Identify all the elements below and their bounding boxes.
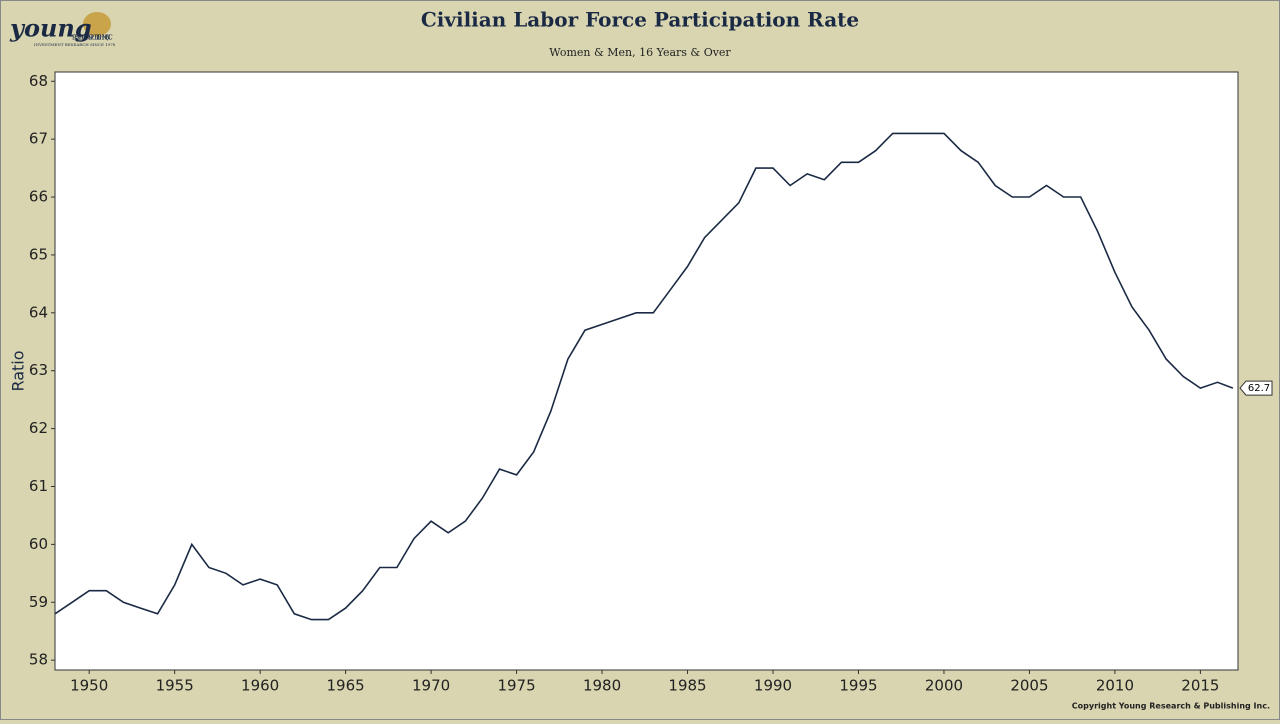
x-tick-label: 1950 — [70, 677, 108, 695]
y-tick-label: 64 — [29, 303, 48, 321]
logo-text: young — [9, 14, 92, 43]
x-tick-label: 2005 — [1010, 677, 1048, 695]
x-tick-label: 1975 — [497, 677, 535, 695]
x-tick-label: 1990 — [754, 677, 792, 695]
y-tick-label: 60 — [29, 535, 48, 553]
x-tick-label: 2000 — [925, 677, 963, 695]
y-tick-label: 61 — [29, 477, 48, 495]
x-tick-label: 1970 — [412, 677, 450, 695]
x-tick-label: 1965 — [327, 677, 365, 695]
x-tick-label: 1955 — [156, 677, 194, 695]
y-tick-label: 65 — [29, 245, 48, 263]
y-axis-label: Ratio — [9, 350, 28, 391]
logo-line: INVESTMENT RESEARCH SINCE 1978 — [34, 42, 116, 47]
y-tick-label: 67 — [29, 130, 48, 148]
end-label-box — [1239, 380, 1273, 396]
logo-globe — [83, 12, 111, 36]
line-series — [54, 132, 1234, 621]
y-tick-label: 66 — [29, 188, 48, 206]
x-tick-label: 1995 — [839, 677, 877, 695]
plot-area — [54, 71, 1239, 671]
x-tick-label: 1980 — [583, 677, 621, 695]
y-tick-label: 59 — [29, 593, 48, 611]
logo-line: RESEARCH & PUBLISHING, INC. — [72, 35, 113, 42]
y-tick-label: 62 — [29, 419, 48, 437]
copyright: Copyright Young Research & Publishing In… — [1072, 702, 1270, 711]
end-label: 62.7 — [1248, 383, 1270, 394]
y-tick-label: 58 — [29, 651, 48, 669]
chart-subtitle: Women & Men, 16 Years & Over — [549, 46, 731, 59]
x-tick-label: 1960 — [241, 677, 279, 695]
x-tick-label: 2010 — [1096, 677, 1134, 695]
x-tick-label: 1985 — [668, 677, 706, 695]
y-tick-label: 68 — [29, 72, 48, 90]
x-tick-label: 2015 — [1181, 677, 1219, 695]
chart-title: Civilian Labor Force Participation Rate — [421, 8, 859, 32]
y-tick-label: 63 — [29, 361, 48, 379]
